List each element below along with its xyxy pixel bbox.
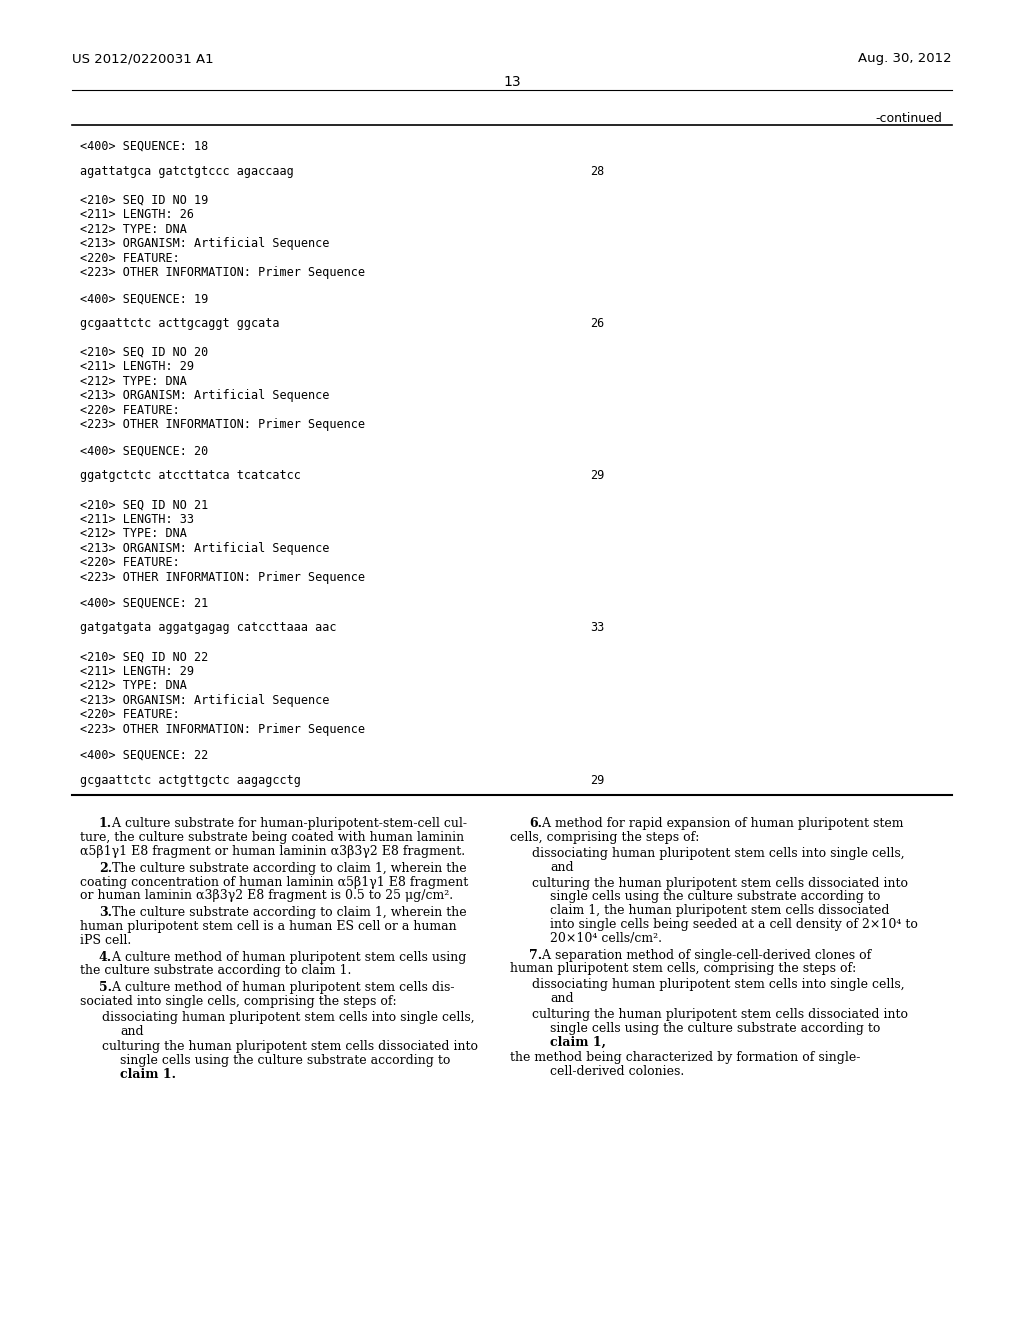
Text: or human laminin α3β3γ2 E8 fragment is 0.5 to 25 μg/cm².: or human laminin α3β3γ2 E8 fragment is 0…: [80, 890, 454, 903]
Text: coating concentration of human laminin α5β1γ1 E8 fragment: coating concentration of human laminin α…: [80, 875, 468, 888]
Text: 1.: 1.: [99, 817, 112, 830]
Text: <210> SEQ ID NO 21: <210> SEQ ID NO 21: [80, 498, 208, 511]
Text: the culture substrate according to claim 1.: the culture substrate according to claim…: [80, 965, 351, 977]
Text: A method for rapid expansion of human pluripotent stem: A method for rapid expansion of human pl…: [539, 817, 904, 830]
Text: gcgaattctc actgttgctc aagagcctg: gcgaattctc actgttgctc aagagcctg: [80, 774, 301, 787]
Text: A culture method of human pluripotent stem cells dis-: A culture method of human pluripotent st…: [109, 981, 455, 994]
Text: <400> SEQUENCE: 22: <400> SEQUENCE: 22: [80, 748, 208, 762]
Text: single cells using the culture substrate according to: single cells using the culture substrate…: [550, 891, 881, 903]
Text: <210> SEQ ID NO 20: <210> SEQ ID NO 20: [80, 346, 208, 359]
Text: into single cells being seeded at a cell density of 2×10⁴ to: into single cells being seeded at a cell…: [550, 917, 918, 931]
Text: <223> OTHER INFORMATION: Primer Sequence: <223> OTHER INFORMATION: Primer Sequence: [80, 418, 365, 432]
Text: 5.: 5.: [99, 981, 112, 994]
Text: Aug. 30, 2012: Aug. 30, 2012: [858, 51, 952, 65]
Text: <210> SEQ ID NO 22: <210> SEQ ID NO 22: [80, 651, 208, 664]
Text: agattatgca gatctgtccc agaccaag: agattatgca gatctgtccc agaccaag: [80, 165, 294, 178]
Text: 29: 29: [590, 774, 604, 787]
Text: human pluripotent stem cell is a human ES cell or a human: human pluripotent stem cell is a human E…: [80, 920, 457, 933]
Text: claim 1, the human pluripotent stem cells dissociated: claim 1, the human pluripotent stem cell…: [550, 904, 890, 917]
Text: <220> FEATURE:: <220> FEATURE:: [80, 404, 180, 417]
Text: <212> TYPE: DNA: <212> TYPE: DNA: [80, 375, 186, 388]
Text: <211> LENGTH: 29: <211> LENGTH: 29: [80, 360, 194, 374]
Text: 4.: 4.: [99, 950, 112, 964]
Text: <212> TYPE: DNA: <212> TYPE: DNA: [80, 680, 186, 693]
Text: α5β1γ1 E8 fragment or human laminin α3β3γ2 E8 fragment.: α5β1γ1 E8 fragment or human laminin α3β3…: [80, 845, 465, 858]
Text: dissociating human pluripotent stem cells into single cells,: dissociating human pluripotent stem cell…: [102, 1011, 475, 1024]
Text: 26: 26: [590, 317, 604, 330]
Text: <212> TYPE: DNA: <212> TYPE: DNA: [80, 223, 186, 236]
Text: gcgaattctc acttgcaggt ggcata: gcgaattctc acttgcaggt ggcata: [80, 317, 280, 330]
Text: iPS cell.: iPS cell.: [80, 933, 131, 946]
Text: culturing the human pluripotent stem cells dissociated into: culturing the human pluripotent stem cel…: [532, 876, 908, 890]
Text: <220> FEATURE:: <220> FEATURE:: [80, 556, 180, 569]
Text: <223> OTHER INFORMATION: Primer Sequence: <223> OTHER INFORMATION: Primer Sequence: [80, 267, 365, 279]
Text: A culture substrate for human-pluripotent-stem-cell cul-: A culture substrate for human-pluripoten…: [109, 817, 467, 830]
Text: 33: 33: [590, 622, 604, 635]
Text: ggatgctctc atccttatca tcatcatcc: ggatgctctc atccttatca tcatcatcc: [80, 469, 301, 482]
Text: <400> SEQUENCE: 21: <400> SEQUENCE: 21: [80, 597, 208, 610]
Text: The culture substrate according to claim 1, wherein the: The culture substrate according to claim…: [109, 862, 467, 875]
Text: cell-derived colonies.: cell-derived colonies.: [550, 1065, 684, 1078]
Text: <211> LENGTH: 26: <211> LENGTH: 26: [80, 209, 194, 222]
Text: cells, comprising the steps of:: cells, comprising the steps of:: [510, 832, 699, 845]
Text: -continued: -continued: [876, 112, 942, 125]
Text: 6.: 6.: [529, 817, 542, 830]
Text: 7.: 7.: [529, 949, 542, 961]
Text: <211> LENGTH: 29: <211> LENGTH: 29: [80, 665, 194, 678]
Text: and: and: [550, 861, 573, 874]
Text: <211> LENGTH: 33: <211> LENGTH: 33: [80, 512, 194, 525]
Text: dissociating human pluripotent stem cells into single cells,: dissociating human pluripotent stem cell…: [532, 978, 904, 991]
Text: US 2012/0220031 A1: US 2012/0220031 A1: [72, 51, 214, 65]
Text: the method being characterized by formation of single-: the method being characterized by format…: [510, 1051, 860, 1064]
Text: <213> ORGANISM: Artificial Sequence: <213> ORGANISM: Artificial Sequence: [80, 238, 330, 251]
Text: <223> OTHER INFORMATION: Primer Sequence: <223> OTHER INFORMATION: Primer Sequence: [80, 570, 365, 583]
Text: 13: 13: [503, 75, 521, 88]
Text: <220> FEATURE:: <220> FEATURE:: [80, 252, 180, 264]
Text: single cells using the culture substrate according to: single cells using the culture substrate…: [120, 1055, 451, 1067]
Text: <213> ORGANISM: Artificial Sequence: <213> ORGANISM: Artificial Sequence: [80, 694, 330, 708]
Text: A separation method of single-cell-derived clones of: A separation method of single-cell-deriv…: [539, 949, 871, 961]
Text: single cells using the culture substrate according to: single cells using the culture substrate…: [550, 1022, 881, 1035]
Text: <220> FEATURE:: <220> FEATURE:: [80, 709, 180, 722]
Text: <400> SEQUENCE: 20: <400> SEQUENCE: 20: [80, 445, 208, 458]
Text: gatgatgata aggatgagag catccttaaa aac: gatgatgata aggatgagag catccttaaa aac: [80, 622, 337, 635]
Text: <212> TYPE: DNA: <212> TYPE: DNA: [80, 527, 186, 540]
Text: sociated into single cells, comprising the steps of:: sociated into single cells, comprising t…: [80, 995, 396, 1008]
Text: <213> ORGANISM: Artificial Sequence: <213> ORGANISM: Artificial Sequence: [80, 389, 330, 403]
Text: 29: 29: [590, 469, 604, 482]
Text: claim 1.: claim 1.: [120, 1068, 176, 1081]
Text: 3.: 3.: [99, 907, 112, 919]
Text: <223> OTHER INFORMATION: Primer Sequence: <223> OTHER INFORMATION: Primer Sequence: [80, 723, 365, 737]
Text: human pluripotent stem cells, comprising the steps of:: human pluripotent stem cells, comprising…: [510, 962, 856, 975]
Text: A culture method of human pluripotent stem cells using: A culture method of human pluripotent st…: [109, 950, 467, 964]
Text: ture, the culture substrate being coated with human laminin: ture, the culture substrate being coated…: [80, 832, 464, 845]
Text: claim 1,: claim 1,: [550, 1035, 606, 1048]
Text: culturing the human pluripotent stem cells dissociated into: culturing the human pluripotent stem cel…: [532, 1007, 908, 1020]
Text: culturing the human pluripotent stem cells dissociated into: culturing the human pluripotent stem cel…: [102, 1040, 478, 1053]
Text: <210> SEQ ID NO 19: <210> SEQ ID NO 19: [80, 194, 208, 207]
Text: 28: 28: [590, 165, 604, 178]
Text: and: and: [120, 1024, 143, 1038]
Text: <400> SEQUENCE: 19: <400> SEQUENCE: 19: [80, 292, 208, 305]
Text: 20×10⁴ cells/cm².: 20×10⁴ cells/cm².: [550, 932, 662, 945]
Text: <400> SEQUENCE: 18: <400> SEQUENCE: 18: [80, 140, 208, 153]
Text: The culture substrate according to claim 1, wherein the: The culture substrate according to claim…: [109, 907, 467, 919]
Text: <213> ORGANISM: Artificial Sequence: <213> ORGANISM: Artificial Sequence: [80, 541, 330, 554]
Text: dissociating human pluripotent stem cells into single cells,: dissociating human pluripotent stem cell…: [532, 847, 904, 861]
Text: and: and: [550, 993, 573, 1005]
Text: 2.: 2.: [99, 862, 112, 875]
